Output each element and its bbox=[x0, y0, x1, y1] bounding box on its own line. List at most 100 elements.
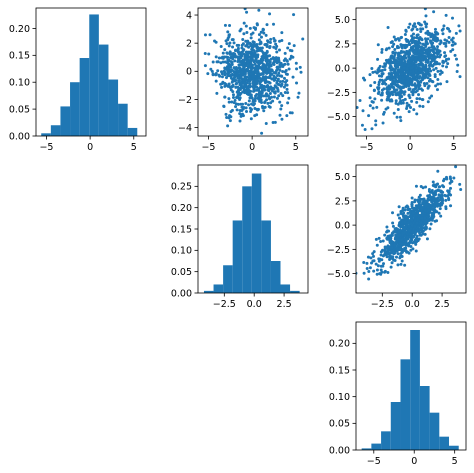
histogram-bar bbox=[203, 290, 214, 293]
scatter-point bbox=[287, 96, 291, 100]
scatter-point bbox=[272, 87, 276, 91]
scatter-point bbox=[380, 74, 384, 78]
histogram-bar bbox=[390, 402, 401, 450]
scatter-point bbox=[227, 33, 231, 37]
scatter-point bbox=[440, 195, 444, 199]
scatter-point bbox=[255, 81, 259, 85]
scatter-point bbox=[393, 90, 397, 94]
scatter-point bbox=[432, 10, 436, 14]
scatter-point bbox=[292, 13, 296, 17]
scatter-point bbox=[259, 73, 263, 77]
scatter-point bbox=[444, 207, 448, 211]
y-tick-label: 0.25 bbox=[171, 182, 192, 193]
scatter-point bbox=[441, 64, 445, 68]
scatter-point bbox=[219, 44, 223, 48]
scatter-point bbox=[425, 203, 429, 207]
scatter-point bbox=[257, 76, 261, 80]
scatter-point bbox=[415, 100, 419, 104]
scatter-point bbox=[399, 43, 403, 47]
scatter-point bbox=[383, 68, 387, 72]
scatter-point bbox=[432, 204, 436, 208]
scatter-point bbox=[261, 87, 265, 91]
scatter-point bbox=[283, 51, 287, 55]
scatter-point bbox=[272, 22, 276, 26]
scatter-point bbox=[413, 238, 417, 242]
scatter-point bbox=[424, 75, 428, 79]
scatter-point bbox=[299, 70, 303, 74]
scatter-point bbox=[431, 48, 435, 52]
scatter-point bbox=[415, 33, 419, 37]
scatter-point bbox=[387, 46, 391, 50]
scatter-point bbox=[417, 84, 421, 88]
scatter-point bbox=[371, 106, 375, 110]
scatter-point bbox=[430, 207, 434, 211]
y-tick-label: 5.0 bbox=[335, 172, 350, 183]
scatter-point bbox=[458, 75, 462, 79]
x-tick-label: −5 bbox=[367, 456, 381, 467]
scatter-point bbox=[285, 114, 289, 118]
scatter-point bbox=[436, 45, 440, 49]
scatter-point bbox=[412, 108, 416, 112]
scatter-point bbox=[416, 225, 420, 229]
scatter-point bbox=[429, 33, 432, 37]
scatter-point bbox=[230, 100, 234, 104]
scatter-point bbox=[301, 37, 305, 41]
scatter-point bbox=[227, 100, 231, 104]
scatter-point bbox=[409, 245, 413, 249]
scatter-point bbox=[428, 50, 432, 54]
scatter-point bbox=[410, 238, 414, 242]
y-tick-label: 0.0 bbox=[335, 221, 350, 232]
scatter-point bbox=[276, 77, 280, 81]
scatter-point bbox=[373, 80, 377, 84]
scatter-point bbox=[415, 36, 419, 40]
scatter-point bbox=[428, 0, 431, 2]
scatter-point bbox=[394, 233, 398, 237]
scatter-point bbox=[283, 91, 287, 95]
scatter-point bbox=[260, 131, 264, 135]
axes-frame bbox=[197, 7, 309, 137]
scatter-point bbox=[234, 105, 238, 109]
scatter-point bbox=[444, 175, 448, 179]
scatter-point bbox=[277, 59, 281, 63]
scatter-point bbox=[377, 66, 381, 70]
scatter-point bbox=[379, 272, 383, 276]
scatter-point bbox=[249, 117, 253, 121]
scatter-point bbox=[375, 105, 379, 109]
scatter-point bbox=[406, 61, 410, 65]
scatter-point bbox=[220, 75, 224, 79]
x-tick-label: 2.5 bbox=[435, 299, 450, 310]
y-tick-label: 0.20 bbox=[329, 339, 350, 350]
scatter-point bbox=[231, 57, 235, 61]
scatter-point bbox=[457, 24, 461, 28]
x-tick-label: −5 bbox=[39, 142, 53, 153]
scatter-point bbox=[269, 101, 273, 105]
scatter-point bbox=[429, 222, 433, 226]
scatter-point bbox=[214, 55, 218, 59]
scatter-point bbox=[373, 97, 377, 101]
scatter-point bbox=[431, 180, 435, 184]
scatter-point bbox=[295, 67, 299, 71]
y-tick-label: 0.15 bbox=[9, 51, 30, 62]
scatter-point bbox=[228, 119, 232, 123]
scatter-point bbox=[399, 225, 403, 229]
scatter-point bbox=[382, 112, 386, 116]
x-tick-label: −2.5 bbox=[213, 299, 236, 310]
scatter-point bbox=[238, 29, 242, 33]
scatter-point bbox=[371, 252, 375, 256]
scatter-point bbox=[261, 27, 265, 31]
scatter-point bbox=[229, 76, 233, 80]
scatter-point bbox=[422, 197, 426, 201]
scatter-point bbox=[425, 60, 429, 64]
scatter-point bbox=[380, 98, 384, 102]
scatter-point bbox=[407, 25, 411, 29]
scatter-point bbox=[398, 75, 402, 79]
y-tick-label: 0.00 bbox=[9, 131, 30, 142]
scatter-point bbox=[251, 31, 255, 35]
scatter-point bbox=[244, 106, 248, 110]
scatter-point bbox=[278, 113, 282, 117]
scatter-point bbox=[264, 33, 268, 37]
scatter-point bbox=[221, 51, 225, 55]
scatter-point bbox=[243, 77, 247, 81]
scatter-point bbox=[245, 44, 249, 48]
scatter-point bbox=[225, 116, 229, 120]
